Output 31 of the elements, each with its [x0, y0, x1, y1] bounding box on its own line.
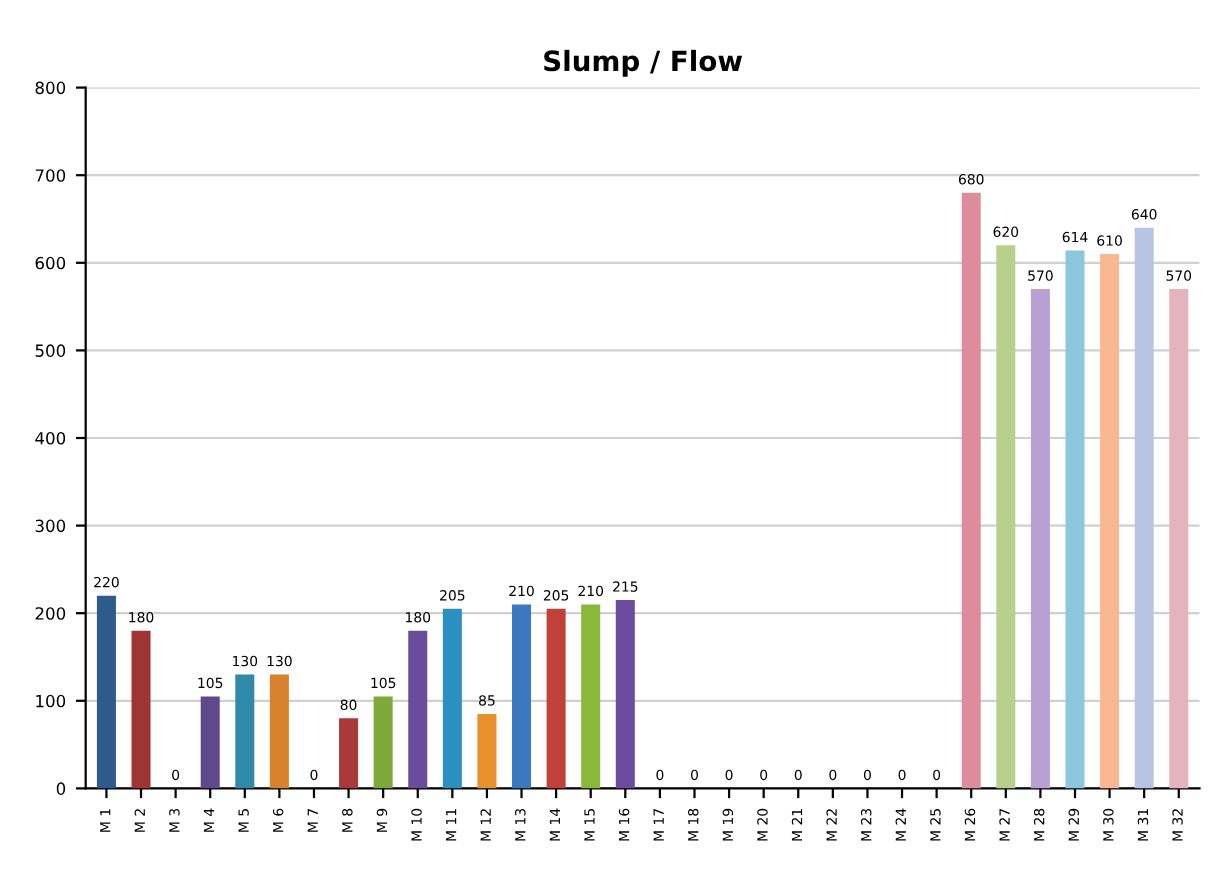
bar — [546, 608, 566, 789]
bar — [961, 192, 981, 789]
bar — [235, 674, 255, 789]
y-tick-label: 600 — [35, 256, 66, 270]
bar — [1100, 254, 1120, 789]
y-tick-label: 100 — [36, 694, 66, 708]
y-tick-label: 400 — [35, 431, 66, 445]
y-tick-label: 800 — [35, 81, 66, 95]
y-tick-label: 200 — [35, 607, 66, 620]
bar — [1030, 289, 1050, 789]
bar — [408, 630, 428, 789]
y-tick-label: 700 — [35, 169, 66, 182]
bar — [373, 696, 393, 789]
bar — [581, 604, 601, 789]
bar — [96, 595, 116, 789]
bar — [339, 718, 359, 789]
bar — [1065, 250, 1085, 789]
y-tick-label: 300 — [35, 519, 66, 533]
bar — [996, 245, 1016, 789]
bar — [512, 604, 532, 789]
y-tick-label: 0 — [56, 782, 66, 795]
chart-title: Slump / Flow — [544, 49, 743, 77]
bar — [442, 608, 462, 789]
bar — [477, 713, 497, 789]
bar — [1134, 227, 1154, 789]
bar — [615, 600, 635, 789]
bar — [269, 674, 289, 789]
bar — [131, 630, 151, 789]
bar — [200, 696, 220, 789]
bar — [1169, 289, 1189, 789]
y-tick-label: 500 — [35, 344, 66, 357]
